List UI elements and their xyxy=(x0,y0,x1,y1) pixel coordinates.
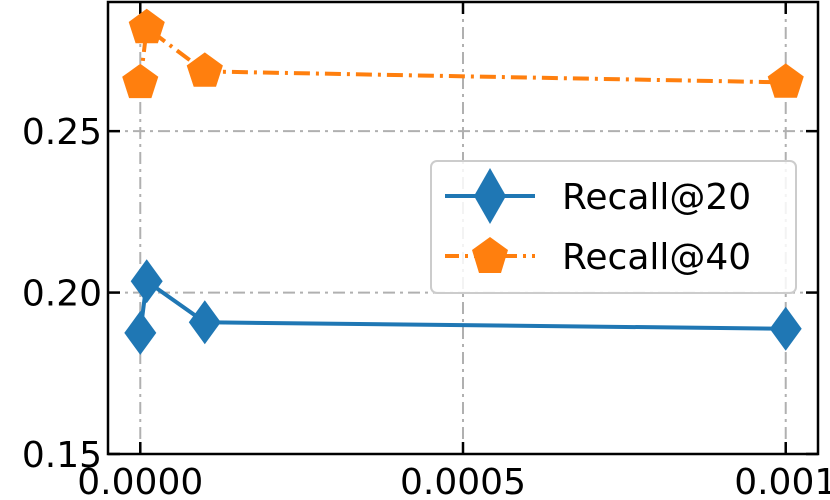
y-tick-label: 0.15 xyxy=(22,435,102,476)
y-tick-labels: 0.15 0.20 0.25 xyxy=(22,112,102,476)
x-tick-label: 0.0000 xyxy=(77,462,203,500)
series-line-recall-40 xyxy=(138,25,786,85)
x-tick-labels: 0.0000 0.0005 0.001 xyxy=(77,462,830,500)
x-tick-label: 0.001 xyxy=(734,462,830,500)
y-tick-label: 0.20 xyxy=(22,274,102,315)
ticks xyxy=(108,2,818,456)
data-point-recall-40 xyxy=(122,63,159,99)
legend-entry-recall-40: Recall@40 xyxy=(445,237,751,278)
data-point-recall-20 xyxy=(769,306,802,351)
x-tick-label: 0.0005 xyxy=(400,462,526,500)
series-markers xyxy=(122,8,804,355)
data-point-recall-20 xyxy=(130,259,163,304)
legend-entry-recall-20: Recall@20 xyxy=(445,168,751,224)
legend-marker-recall-40 xyxy=(472,237,508,273)
data-point-recall-40 xyxy=(128,8,165,44)
legend-marker-recall-20 xyxy=(474,168,506,224)
y-tick-label: 0.25 xyxy=(22,112,102,153)
series-line-recall-20 xyxy=(138,279,786,334)
legend-label-recall-20: Recall@20 xyxy=(562,177,751,218)
data-point-recall-40 xyxy=(767,63,804,98)
data-point-recall-20 xyxy=(188,300,221,345)
legend: Recall@20 Recall@40 xyxy=(430,160,797,294)
data-point-recall-40 xyxy=(186,52,223,87)
legend-label-recall-40: Recall@40 xyxy=(562,237,751,278)
series-lines xyxy=(138,25,786,334)
data-point-recall-20 xyxy=(124,310,157,355)
